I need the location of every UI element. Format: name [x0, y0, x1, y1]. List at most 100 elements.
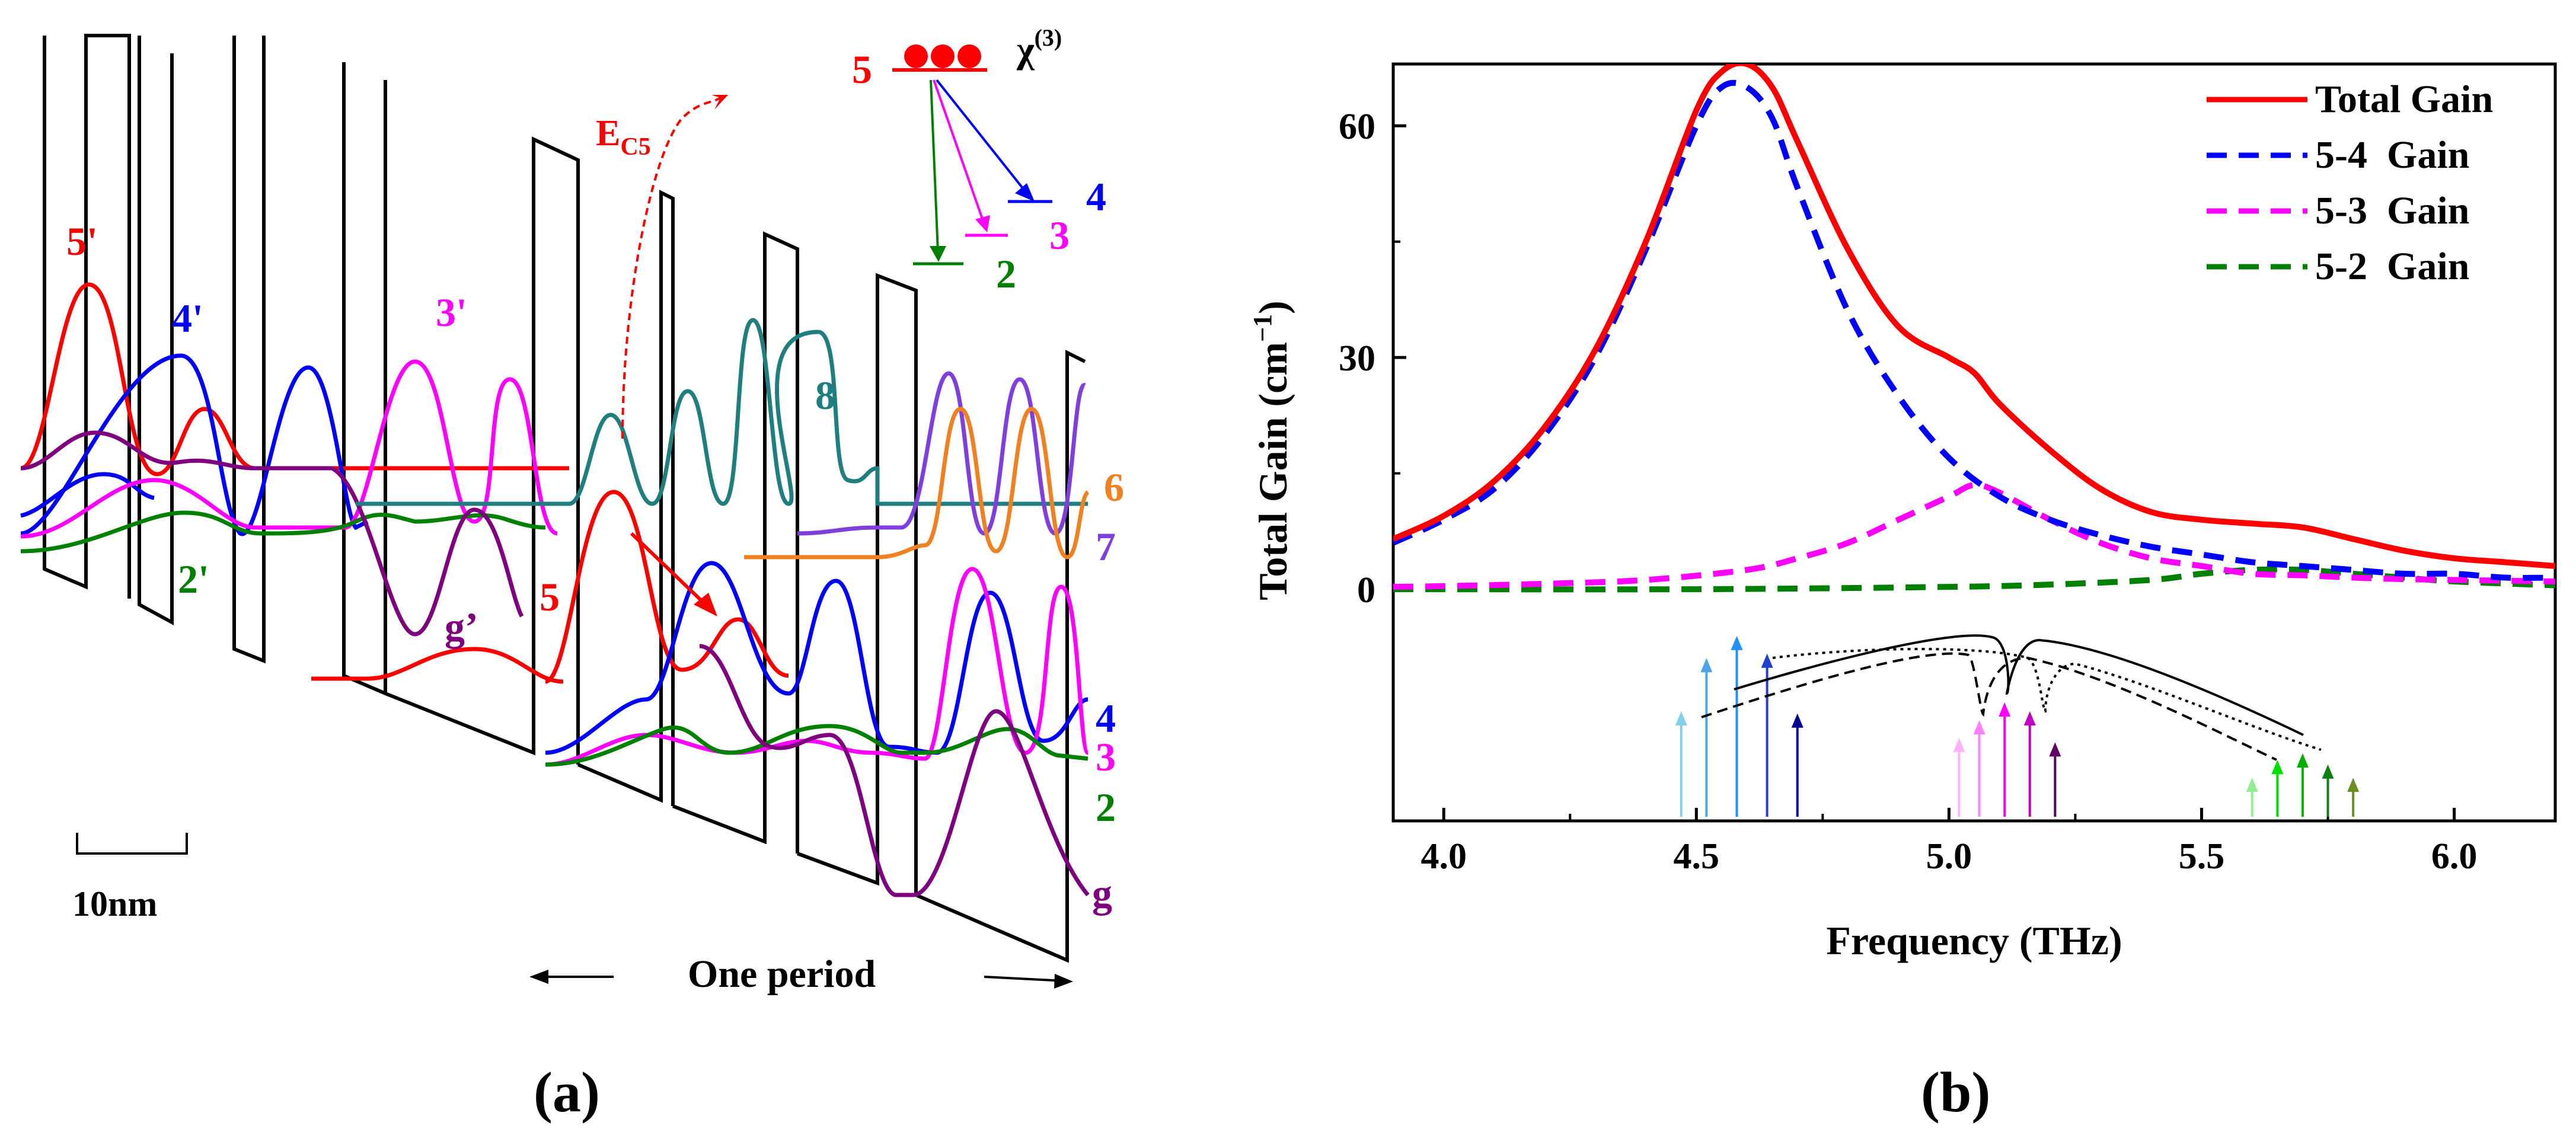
legend-label-53: 5-3 Gain — [2315, 189, 2469, 232]
inset-level-4-label: 4 — [1086, 174, 1106, 219]
arrowhead-5-2 — [930, 246, 946, 262]
panel-b-caption: (b) — [1921, 1060, 1990, 1124]
panel-a-caption: (a) — [534, 1060, 600, 1124]
line-arrowhead — [1761, 653, 1773, 668]
legend-label-54: 5-4 Gain — [2315, 133, 2469, 177]
y-axis-label: Total Gain (cm−1) — [1248, 301, 1295, 600]
ec5-label-sub: C5 — [620, 133, 650, 161]
line-arrowhead — [2271, 760, 2284, 775]
x-tick-label: 5.5 — [2179, 836, 2225, 877]
series-line-total-gain — [1393, 64, 2555, 569]
electron-dot — [904, 44, 928, 68]
line-arrowhead — [2347, 778, 2360, 792]
label-2: 2 — [1096, 785, 1116, 830]
line-arrowhead — [2023, 711, 2036, 725]
barrier — [672, 231, 799, 853]
barrier — [232, 36, 266, 664]
line-arrowhead — [2296, 753, 2309, 768]
legend: Total Gain 5-4 Gain 5-3 Gain 5-2 Gain — [2207, 78, 2493, 288]
line-arrowhead — [1999, 702, 2011, 717]
y-tick-label: 30 — [1339, 338, 1375, 379]
barrier — [384, 136, 580, 765]
line-arrowhead — [1791, 713, 1803, 728]
ec5-arrowhead — [711, 95, 728, 110]
legend-label-52: 5-2 Gain — [2315, 245, 2469, 288]
line-arrowhead — [1731, 635, 1743, 650]
wavefunction-5-prime — [20, 282, 569, 477]
ec5-label: EC5 — [596, 113, 651, 161]
barrier — [915, 350, 1086, 963]
chi3-label-main: χ — [1016, 28, 1035, 71]
inset-level-2-label: 2 — [996, 251, 1016, 296]
label-2-prime: 2' — [178, 557, 209, 602]
x-tick-label: 4.0 — [1421, 836, 1467, 877]
tunneling-arrowhead — [694, 593, 717, 616]
arrow-5-2 — [930, 79, 939, 252]
inset-level-5-label: 5 — [852, 47, 872, 92]
wavefunction-5 — [544, 490, 789, 684]
panel-a-labels: 5' 4' 3' 2' g’ 5 8 6 7 4 3 2 g EC5 5 4 3… — [66, 24, 1124, 1124]
y-axis-label-tail: ) — [1250, 301, 1295, 314]
x-tick-label: 4.5 — [1674, 836, 1720, 877]
arrow-5-3 — [933, 79, 985, 225]
wavefunction-3-prime — [20, 359, 558, 539]
period-arrowhead-right — [1054, 974, 1073, 989]
label-4: 4 — [1096, 696, 1116, 741]
scale-bar — [76, 833, 188, 855]
electron-dot — [931, 44, 955, 68]
wavefunction-2 — [545, 724, 1089, 767]
scale-bar-line — [76, 833, 188, 855]
wavefunctions — [20, 282, 1090, 897]
line-arrowhead — [1700, 658, 1713, 673]
gain-series — [1393, 64, 2555, 593]
wavefunction-4-prime — [20, 353, 369, 536]
label-g: g — [1092, 871, 1112, 916]
label-6: 6 — [1104, 465, 1124, 510]
y-axis-label-sup: −1 — [1248, 314, 1277, 342]
x-axis-label: Frequency (THz) — [1826, 918, 2122, 963]
barrier — [342, 62, 387, 696]
label-3: 3 — [1096, 734, 1116, 779]
arrowhead-5-4 — [1015, 183, 1035, 202]
series-line-5-4-gain — [1393, 79, 2555, 581]
wavefunction-4 — [545, 561, 1089, 755]
label-7: 7 — [1096, 524, 1116, 569]
label-g-prime: g’ — [445, 604, 478, 649]
wavefunction-g — [699, 644, 1090, 897]
wavefunction-g-prime-2 — [311, 647, 564, 684]
period-arrows — [529, 970, 1073, 989]
envelope-curves — [1701, 634, 2322, 761]
envelope-dotted — [1772, 648, 2322, 751]
gain-chart-panel: 4.0 4.5 5.0 5.5 6.0 0 30 60 Total Gain 5-4 Gain… — [1248, 62, 2557, 1124]
arrowhead-5-3 — [975, 215, 990, 232]
inset-level-3-label: 3 — [1049, 213, 1070, 258]
plot-frame — [1391, 62, 2557, 823]
barrier — [138, 36, 174, 626]
axis-labels: Frequency (THz) Total Gain (cm−1) (b) — [1248, 301, 2122, 1124]
level-scheme-inset — [892, 44, 1052, 266]
line-arrowhead — [1675, 711, 1687, 725]
line-arrowhead — [2246, 778, 2258, 792]
line-arrowhead — [1973, 720, 1986, 734]
electron-dot — [957, 44, 981, 68]
tick-labels: 4.0 4.5 5.0 5.5 6.0 0 30 60 — [1339, 107, 2477, 877]
line-arrowhead — [2049, 742, 2061, 757]
label-3-prime: 3' — [436, 290, 467, 335]
line-arrowhead — [2322, 764, 2334, 779]
tunneling-arrow — [630, 532, 707, 606]
transition-arrows — [621, 95, 728, 616]
label-8: 8 — [815, 373, 835, 418]
barrier — [43, 34, 131, 599]
wavefunction-6 — [744, 407, 1090, 560]
band-diagram-panel: 5' 4' 3' 2' g’ 5 8 6 7 4 3 2 g EC5 5 4 3… — [20, 24, 1124, 1124]
x-tick-label: 6.0 — [2431, 836, 2478, 877]
x-tick-label: 5.0 — [1926, 836, 1972, 877]
period-label: One period — [688, 952, 876, 996]
y-tick-label: 60 — [1339, 107, 1375, 147]
wavefunction-g-prime — [20, 430, 524, 637]
barrier — [577, 190, 675, 806]
ec5-escape-arrow — [621, 97, 722, 439]
y-axis-label-main: Total Gain (cm — [1250, 342, 1295, 600]
axis-ticks — [1393, 124, 2456, 821]
